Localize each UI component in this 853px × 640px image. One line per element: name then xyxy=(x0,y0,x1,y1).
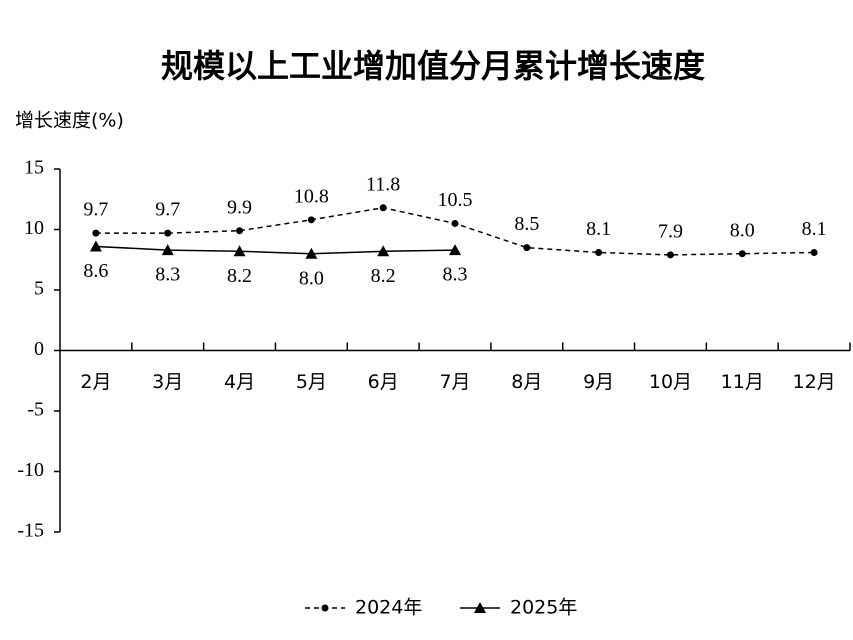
data-point xyxy=(738,250,746,258)
data-point xyxy=(379,204,387,212)
y-axis-label: 增长速度(%) xyxy=(15,110,124,132)
data-label: 8.0 xyxy=(299,267,324,289)
x-tick-label: 7月 xyxy=(439,371,470,393)
data-label: 8.2 xyxy=(227,265,252,287)
data-label: 9.9 xyxy=(227,196,252,218)
x-tick-label: 6月 xyxy=(368,371,399,393)
data-label: 8.1 xyxy=(586,218,611,240)
x-tick-label: 10月 xyxy=(649,371,692,393)
y-tick-label: 15 xyxy=(24,157,44,179)
data-label: 8.3 xyxy=(155,264,180,286)
data-point xyxy=(377,245,390,257)
data-label: 9.7 xyxy=(83,199,108,221)
series-line xyxy=(95,245,456,255)
y-tick-label: 0 xyxy=(34,338,44,360)
data-point xyxy=(666,251,674,259)
x-tick-label: 2月 xyxy=(80,371,111,393)
data-point xyxy=(451,219,459,227)
data-point xyxy=(449,244,461,256)
data-point xyxy=(810,248,818,256)
legend-label: 2025年 xyxy=(510,597,577,619)
y-tick-label: -5 xyxy=(27,399,44,421)
data-label: 8.0 xyxy=(730,219,755,241)
data-label: 8.1 xyxy=(802,218,827,240)
legend-label: 2024年 xyxy=(355,597,422,619)
data-label: 10.5 xyxy=(438,189,473,211)
y-tick-label: -15 xyxy=(17,520,44,542)
data-point xyxy=(523,244,531,252)
x-tick-label: 8月 xyxy=(511,371,542,393)
legend-marker xyxy=(321,604,329,612)
data-point xyxy=(236,227,244,235)
data-label: 8.3 xyxy=(443,264,468,286)
x-tick-label: 11月 xyxy=(721,371,764,393)
x-tick-label: 12月 xyxy=(792,371,835,393)
y-tick-label: -10 xyxy=(17,459,44,481)
data-label: 8.5 xyxy=(514,213,539,235)
data-point xyxy=(307,216,315,224)
data-label: 11.8 xyxy=(366,173,400,195)
data-point xyxy=(305,247,318,259)
data-point xyxy=(92,229,100,237)
data-point xyxy=(595,248,603,256)
data-label: 9.7 xyxy=(155,199,180,221)
chart-title: 规模以上工业增加值分月累计增长速度 xyxy=(161,47,705,85)
data-point xyxy=(89,240,102,252)
data-point xyxy=(164,229,172,237)
y-tick-label: 10 xyxy=(24,217,44,239)
y-tick-label: 5 xyxy=(34,278,44,300)
data-label: 7.9 xyxy=(658,221,683,243)
x-tick-label: 4月 xyxy=(224,371,255,393)
data-point xyxy=(161,244,174,256)
data-point xyxy=(233,245,246,257)
data-label: 8.2 xyxy=(371,265,396,287)
data-label: 8.6 xyxy=(83,260,108,282)
x-tick-label: 3月 xyxy=(152,371,183,393)
legend-marker xyxy=(474,602,486,613)
x-tick-label: 9月 xyxy=(583,371,614,393)
data-label: 10.8 xyxy=(294,185,329,207)
x-tick-label: 5月 xyxy=(296,371,327,393)
